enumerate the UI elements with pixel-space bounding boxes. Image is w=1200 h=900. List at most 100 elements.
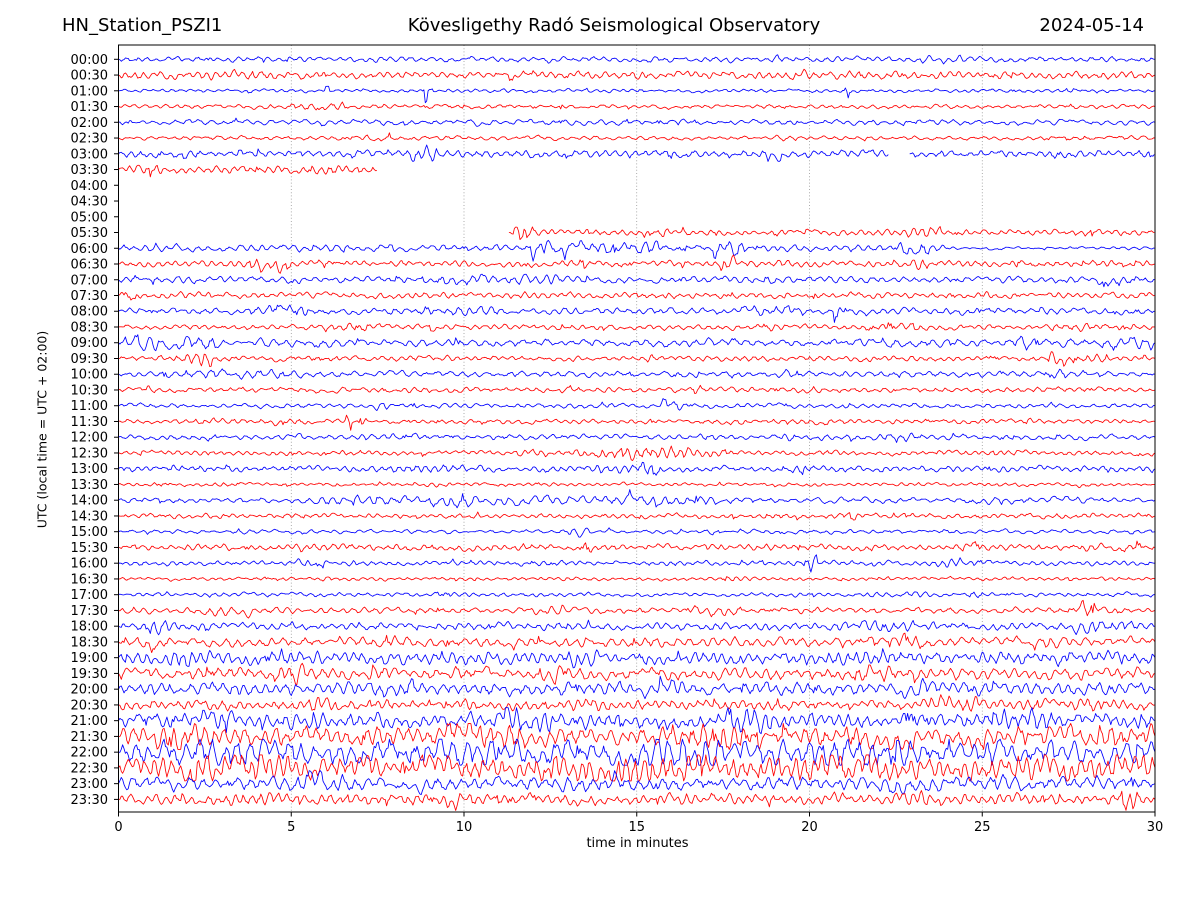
trace-20:00 xyxy=(118,675,1156,700)
y-tick-label-17:30: 17:30 xyxy=(71,604,108,619)
y-tick-label-23:30: 23:30 xyxy=(71,793,108,808)
y-tick-label-05:00: 05:00 xyxy=(71,210,108,225)
y-tick-label-22:00: 22:00 xyxy=(71,746,108,761)
trace-14:30 xyxy=(118,511,1156,521)
trace-23:00 xyxy=(118,770,1156,796)
y-tick-label-02:00: 02:00 xyxy=(71,116,108,131)
trace-00:30 xyxy=(118,68,1156,82)
trace-14:00 xyxy=(118,489,1156,509)
x-tick-label-15: 15 xyxy=(628,820,645,835)
y-tick-label-21:00: 21:00 xyxy=(71,714,108,729)
trace-00:00 xyxy=(118,54,1156,65)
trace-15:00 xyxy=(118,527,1156,538)
x-tick-label-0: 0 xyxy=(114,820,122,835)
y-tick-label-20:30: 20:30 xyxy=(71,698,108,713)
trace-09:00 xyxy=(118,334,1156,352)
trace-07:30 xyxy=(118,291,1156,301)
y-axis-label: UTC (local time = UTC + 02:00) xyxy=(34,330,50,529)
observatory-title: Kövesligethy Radó Seismological Observat… xyxy=(407,15,821,36)
y-tick-label-18:00: 18:00 xyxy=(71,620,108,635)
trace-05:30 xyxy=(508,226,1155,240)
y-tick-label-16:30: 16:30 xyxy=(71,572,108,587)
y-tick-label-10:00: 10:00 xyxy=(71,368,108,383)
trace-02:30 xyxy=(118,132,1156,142)
y-tick-label-02:30: 02:30 xyxy=(71,132,108,147)
y-tick-label-04:30: 04:30 xyxy=(71,195,108,210)
trace-09:30 xyxy=(118,351,1156,367)
x-tick-label-20: 20 xyxy=(801,820,818,835)
y-tick-label-00:00: 00:00 xyxy=(71,53,108,68)
trace-01:00 xyxy=(118,85,1156,104)
trace-13:30 xyxy=(118,481,1156,489)
y-tick-label-03:30: 03:30 xyxy=(71,163,108,178)
y-tick-label-17:00: 17:00 xyxy=(71,588,108,603)
x-tick-label-25: 25 xyxy=(974,820,991,835)
trace-12:30 xyxy=(118,445,1156,461)
y-tick-label-08:30: 08:30 xyxy=(71,320,108,335)
y-tick-label-13:30: 13:30 xyxy=(71,478,108,493)
trace-17:30 xyxy=(118,599,1156,619)
trace-11:00 xyxy=(118,398,1156,412)
y-tick-label-22:30: 22:30 xyxy=(71,761,108,776)
trace-16:00 xyxy=(118,554,1156,573)
trace-group xyxy=(118,54,1156,811)
trace-03:30 xyxy=(118,164,377,178)
y-tick-label-15:30: 15:30 xyxy=(71,541,108,556)
trace-10:00 xyxy=(118,368,1156,380)
y-tick-label-03:00: 03:00 xyxy=(71,147,108,162)
y-tick-label-08:00: 08:00 xyxy=(71,305,108,320)
trace-18:30 xyxy=(118,632,1156,654)
y-tick-label-14:30: 14:30 xyxy=(71,509,108,524)
trace-02:00 xyxy=(118,117,1156,127)
y-tick-label-11:30: 11:30 xyxy=(71,415,108,430)
station-title: HN_Station_PSZI1 xyxy=(62,15,223,36)
trace-19:00 xyxy=(118,648,1156,669)
y-tick-label-19:30: 19:30 xyxy=(71,667,108,682)
trace-16:30 xyxy=(118,575,1156,582)
y-tick-label-10:30: 10:30 xyxy=(71,383,108,398)
y-tick-label-13:00: 13:00 xyxy=(71,462,108,477)
y-tick-label-07:00: 07:00 xyxy=(71,273,108,288)
trace-06:30 xyxy=(118,254,1156,274)
trace-20:30 xyxy=(118,694,1156,712)
y-tick-label-07:30: 07:30 xyxy=(71,289,108,304)
trace-11:30 xyxy=(118,414,1156,431)
trace-13:00 xyxy=(118,461,1156,476)
x-tick-label-30: 30 xyxy=(1147,820,1164,835)
trace-01:30 xyxy=(118,101,1156,111)
y-tick-label-06:30: 06:30 xyxy=(71,258,108,273)
y-tick-label-11:00: 11:00 xyxy=(71,399,108,414)
trace-17:00 xyxy=(118,591,1156,599)
plot-frame xyxy=(118,44,1156,813)
y-tick-label-12:00: 12:00 xyxy=(71,431,108,446)
trace-10:30 xyxy=(118,384,1156,394)
trace-15:30 xyxy=(118,540,1156,553)
trace-18:00 xyxy=(118,619,1156,636)
x-tick-label-5: 5 xyxy=(287,820,295,835)
y-tick-label-21:30: 21:30 xyxy=(71,730,108,745)
y-tick-label-18:30: 18:30 xyxy=(71,635,108,650)
trace-19:30 xyxy=(118,662,1156,686)
trace-12:00 xyxy=(118,432,1156,443)
trace-23:30 xyxy=(118,790,1156,811)
trace-21:00 xyxy=(118,707,1156,735)
trace-21:30 xyxy=(118,722,1156,750)
y-tick-label-14:00: 14:00 xyxy=(71,494,108,509)
y-tick-label-15:00: 15:00 xyxy=(71,525,108,540)
trace-22:30 xyxy=(118,754,1156,782)
y-tick-label-16:00: 16:00 xyxy=(71,557,108,572)
y-tick-label-06:00: 06:00 xyxy=(71,242,108,257)
trace-07:00 xyxy=(118,273,1156,288)
trace-08:00 xyxy=(118,304,1156,323)
trace-08:30 xyxy=(118,322,1156,333)
y-tick-label-01:00: 01:00 xyxy=(71,84,108,99)
y-tick-label-19:00: 19:00 xyxy=(71,651,108,666)
y-tick-label-12:30: 12:30 xyxy=(71,446,108,461)
y-tick-label-09:30: 09:30 xyxy=(71,352,108,367)
trace-03:00 xyxy=(118,144,1155,162)
trace-06:00 xyxy=(118,239,1156,262)
trace-22:00 xyxy=(118,738,1156,766)
y-tick-label-01:30: 01:30 xyxy=(71,100,108,115)
